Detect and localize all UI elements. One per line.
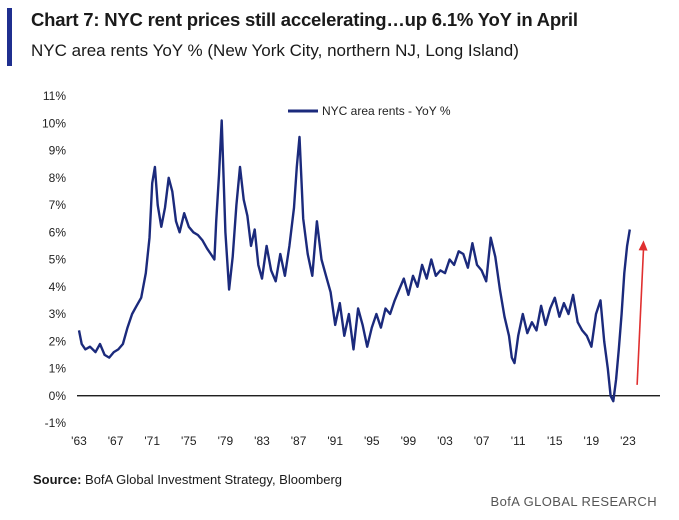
x-tick-label: '75 [181, 434, 197, 448]
x-tick-label: '71 [144, 434, 160, 448]
x-tick-label: '23 [620, 434, 636, 448]
y-tick-label: -1% [45, 416, 67, 430]
x-tick-label: '83 [254, 434, 270, 448]
y-tick-label: 9% [49, 144, 67, 158]
y-tick-label: 2% [49, 334, 67, 348]
line-chart: -1%0%1%2%3%4%5%6%7%8%9%10%11% '63'67'71 '… [42, 89, 660, 448]
x-tick-label: '19 [584, 434, 600, 448]
y-tick-label: 10% [42, 116, 66, 130]
title-accent-bar [7, 8, 12, 66]
x-tick-label: '63 [71, 434, 87, 448]
x-tick-label: '67 [108, 434, 124, 448]
y-tick-label: 8% [49, 171, 67, 185]
y-axis: -1% 0% 1% 2% 3% 4% 5% 6% 7% 8% 9% 10% 11% [42, 89, 66, 430]
source-label: Source: [33, 472, 82, 487]
chart-title: Chart 7: NYC rent prices still accelerat… [31, 9, 578, 30]
x-tick-label: '87 [291, 434, 307, 448]
x-tick-label: '11 [511, 434, 526, 448]
legend: NYC area rents - YoY % [288, 104, 451, 118]
x-tick-label: '91 [327, 434, 343, 448]
x-tick-label: '95 [364, 434, 380, 448]
chart-subtitle: NYC area rents YoY % (New York City, nor… [31, 41, 519, 60]
y-tick-label: 11% [43, 89, 66, 103]
trend-arrow [636, 240, 648, 385]
series-line-nyc-rents [77, 119, 631, 403]
brand-logo-text: BofA GLOBAL RESEARCH [490, 494, 657, 509]
y-tick-label: 0% [49, 389, 67, 403]
source-text: BofA Global Investment Strategy, Bloombe… [85, 472, 343, 487]
trend-arrow-head [638, 240, 648, 251]
x-tick-label: '07 [474, 434, 490, 448]
x-tick-label: '99 [401, 434, 417, 448]
source-note: Source: BofA Global Investment Strategy,… [33, 472, 342, 487]
x-tick-label: '03 [437, 434, 453, 448]
y-tick-label: 1% [49, 362, 67, 376]
y-tick-label: 3% [49, 307, 67, 321]
x-axis: '63 '67 '71 '75 '79 '83 '87 '91 '95 '99 '03 '07 '11 '… [71, 434, 636, 448]
y-tick-label: 4% [49, 280, 67, 294]
y-tick-label: 6% [49, 225, 67, 239]
y-tick-label: 7% [49, 198, 67, 212]
x-tick-label: '15 [547, 434, 563, 448]
legend-label: NYC area rents - YoY % [322, 104, 451, 118]
x-tick-label: '79 [218, 434, 234, 448]
trend-arrow-shaft [636, 248, 645, 385]
y-tick-label: 5% [49, 253, 67, 267]
